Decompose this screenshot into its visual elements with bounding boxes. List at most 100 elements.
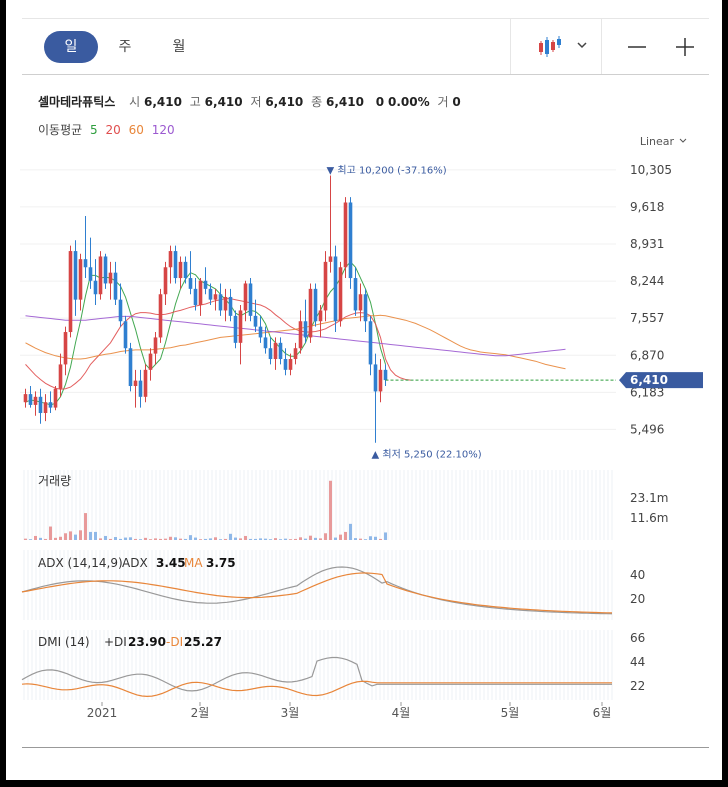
candle-body [153, 337, 158, 354]
moving-average-label: 이동평균 [38, 123, 83, 137]
dmi-plus-value: 23.90 [128, 635, 166, 649]
candle-body [318, 310, 323, 322]
volume-bar [239, 538, 242, 540]
candle-body [113, 272, 118, 300]
price-tick-label: 9,618 [630, 200, 664, 214]
scale-label: Linear [640, 135, 675, 148]
volume-bar [79, 530, 82, 540]
open-value: 6,410 [143, 95, 182, 109]
volume-bar [364, 539, 367, 540]
candle-body [233, 315, 238, 343]
ma60-line [25, 314, 566, 370]
x-axis-label: 5월 [501, 706, 520, 720]
volume-bar [189, 535, 192, 540]
volume-bar [269, 539, 272, 540]
candle-body [133, 380, 138, 387]
candle-body [273, 342, 278, 360]
volume-bar [29, 539, 32, 540]
volume-bar [199, 539, 202, 540]
volume-tick-label: 23.1m [630, 491, 668, 505]
volume-bar [99, 538, 102, 540]
volume-bar [69, 531, 72, 540]
volume-bar [314, 537, 317, 540]
scale-dropdown-icon [679, 138, 687, 143]
x-axis-label: 2월 [191, 706, 210, 720]
candle-body [328, 256, 333, 262]
candle-body [198, 280, 203, 306]
x-axis-label: 6월 [593, 706, 612, 720]
high-value: 6,410 [204, 95, 243, 109]
candle-body [148, 353, 153, 370]
candle-body [128, 348, 133, 387]
zoom-out-button[interactable] [623, 33, 651, 61]
chevron-down-icon [577, 42, 587, 49]
x-axis-label: 4월 [392, 706, 411, 720]
adx-ma-line [21, 572, 613, 614]
candle-body [343, 202, 348, 268]
candle-body [353, 278, 358, 311]
volume-bar [304, 538, 307, 540]
candle-body [63, 332, 68, 365]
volume-bar [214, 537, 217, 540]
candle-body [108, 272, 113, 284]
volume-bar [194, 537, 197, 540]
volume-bar [244, 535, 247, 540]
volume-bar [359, 538, 362, 540]
volume-bar [299, 537, 302, 540]
volume-bar [74, 534, 77, 540]
candle-body [93, 280, 98, 295]
volume-bar [219, 539, 222, 540]
candle-body [283, 359, 288, 370]
dmi-minus-line [21, 680, 612, 698]
volume-bar [119, 538, 122, 540]
volume-bar [354, 538, 357, 540]
adx-tick-label: 40 [630, 568, 645, 582]
candle-body [363, 294, 368, 322]
minus-icon [628, 46, 646, 48]
volume-bar [334, 537, 337, 540]
dmi-minus-label: -DI [166, 635, 183, 649]
current-price-tag [619, 372, 703, 389]
candle-body [338, 267, 343, 322]
volume-bar [224, 538, 227, 540]
candle-body [28, 394, 33, 405]
volume-bar [234, 537, 237, 540]
x-axis-label: 2021 [87, 706, 118, 720]
period-tab-week[interactable]: 주 [118, 39, 132, 55]
price-tick-label: 8,244 [630, 274, 664, 288]
candle-body [358, 294, 363, 311]
adx-tick-label: 20 [630, 592, 645, 606]
volume-bar [109, 538, 112, 540]
toolbar-divider [510, 19, 511, 74]
volume-bar [309, 535, 312, 540]
volume-bar [94, 531, 97, 540]
candle-body [193, 288, 198, 306]
low-value: 6,410 [265, 95, 304, 109]
volume-bar [159, 538, 162, 540]
volume-bar [344, 531, 347, 540]
candle-body [98, 256, 103, 295]
ma120-legend: 120 [151, 123, 175, 137]
bottom-divider [22, 747, 709, 748]
price-tick-label: 10,305 [630, 163, 672, 177]
period-tab-day[interactable]: 일 [44, 31, 98, 63]
change-value: 0 [375, 95, 385, 109]
candle-body [38, 396, 43, 414]
min-price-annotation: ▲ 최저 5,250 (22.10%) [372, 449, 482, 461]
volume-bar [184, 538, 187, 540]
volume-bar [104, 535, 107, 540]
zoom-in-button[interactable] [671, 33, 699, 61]
candle-body [293, 348, 298, 360]
high-label: 고 [189, 95, 201, 109]
candle-body [48, 402, 53, 408]
candle-body [303, 321, 308, 338]
stock-chart-svg[interactable]: Linear 10,305 9,618 8,931 8,244 7,557 6,870 6,1… [6, 0, 722, 740]
dmi-label: DMI (14) [38, 635, 90, 649]
volume-bar [39, 537, 42, 540]
chart-type-button[interactable] [532, 33, 592, 61]
stock-name: 셀마테라퓨틱스 [38, 95, 116, 109]
period-tab-month[interactable]: 월 [172, 39, 186, 55]
price-tick-label: 5,496 [630, 422, 664, 436]
volume-bar [209, 538, 212, 540]
candle-body [213, 294, 218, 300]
